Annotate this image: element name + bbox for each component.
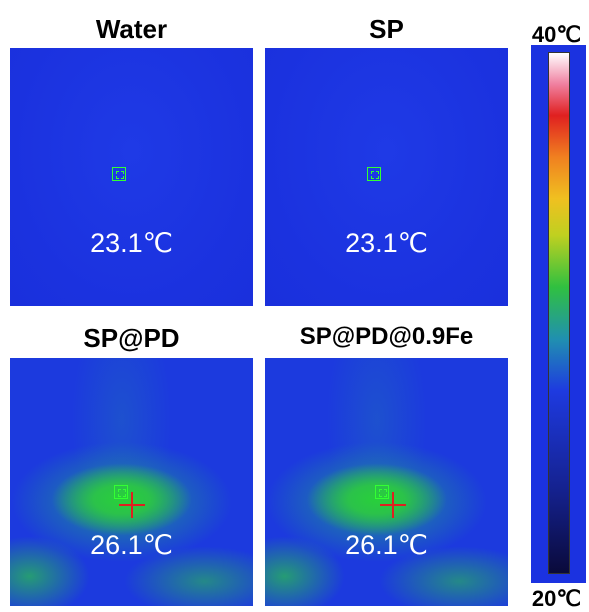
measure-box <box>367 167 381 181</box>
figure: {"panels": [ {"title": "Water", "tempera… <box>0 0 589 610</box>
panel-title: SP@PD@0.9Fe <box>265 323 508 351</box>
temperature-label: 26.1℃ <box>10 530 253 561</box>
measure-box <box>375 485 389 499</box>
colorbar-min: 20℃ <box>524 586 589 612</box>
colorbar <box>548 52 570 574</box>
measure-box <box>112 167 126 181</box>
measure-box <box>114 485 128 499</box>
panel-title: SP@PD <box>10 323 253 354</box>
temperature-label: 26.1℃ <box>265 530 508 561</box>
temperature-label: 23.1℃ <box>265 228 508 259</box>
temperature-label: 23.1℃ <box>10 228 253 259</box>
thermal-image: 26.1℃ <box>265 358 508 606</box>
hotspot-marker <box>119 504 145 506</box>
panel-title: Water <box>10 14 253 45</box>
thermal-image: 23.1℃ <box>265 48 508 306</box>
hotspot-marker <box>380 504 406 506</box>
thermal-image: 26.1℃ <box>10 358 253 606</box>
panel-title: SP <box>265 14 508 45</box>
thermal-image: 23.1℃ <box>10 48 253 306</box>
